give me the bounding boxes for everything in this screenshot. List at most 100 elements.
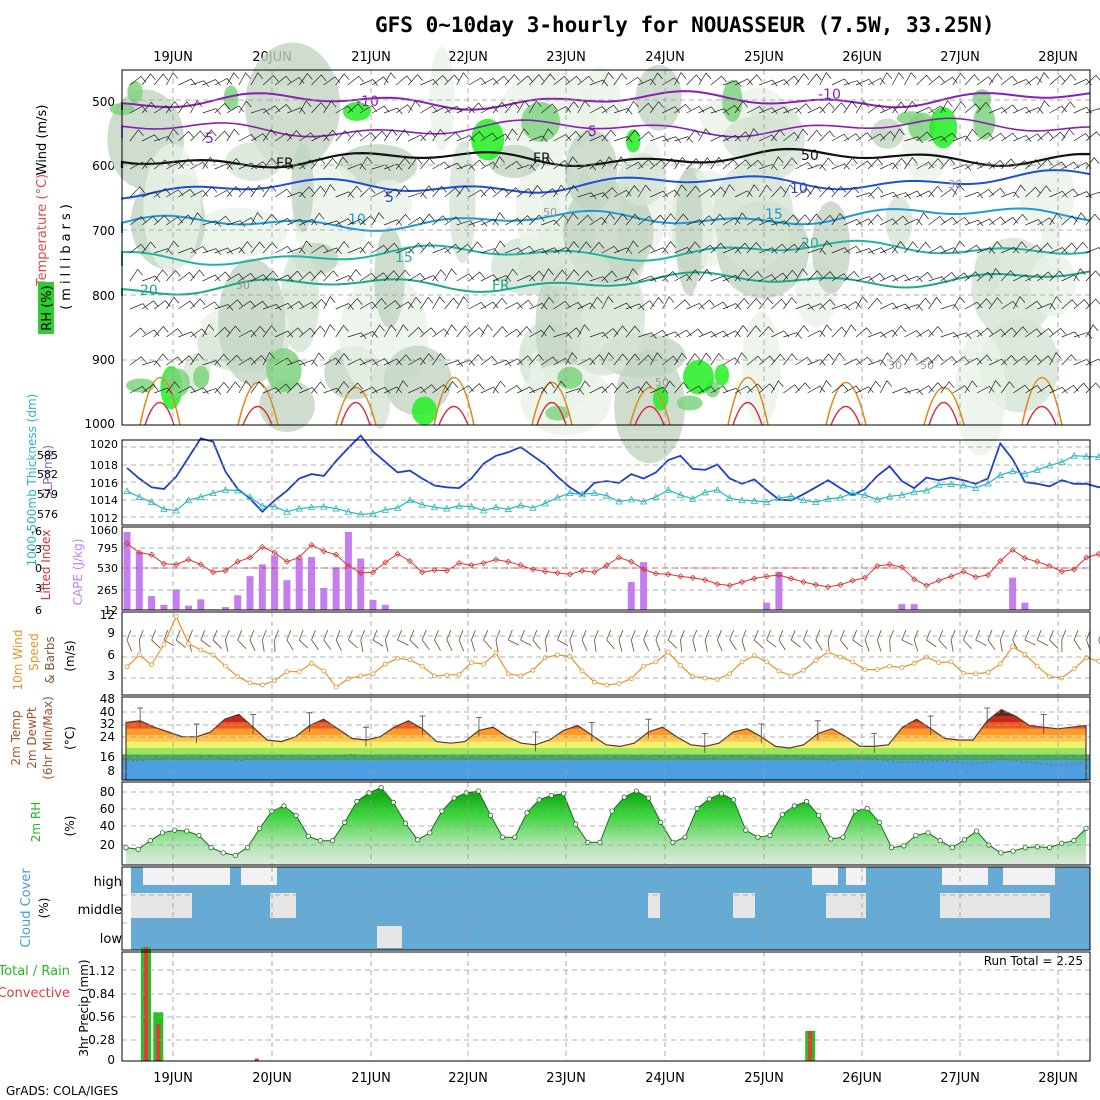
wind-barb: [190, 189, 209, 198]
wind-speed-point: [272, 678, 278, 684]
wind10-barb: [384, 629, 390, 652]
wind-barb: [952, 356, 970, 366]
wind-barb: [759, 79, 778, 87]
wind-speed-point: [407, 657, 413, 663]
wind-barb: [1037, 303, 1056, 310]
wind-barb: [710, 186, 727, 198]
wind-speed-point: [825, 649, 831, 655]
wind-barb: [625, 353, 641, 366]
wind-barb: [516, 75, 534, 86]
cloud-gap-middle: [733, 893, 755, 918]
wind10-barb: [249, 629, 256, 652]
wind-barb: [141, 360, 161, 368]
cape-bar: [160, 604, 168, 610]
thickness-point: [885, 492, 894, 500]
wind-barb: [577, 214, 594, 226]
wind-barb: [226, 72, 239, 86]
date-label-bottom: 21JUN: [351, 1071, 391, 1086]
wind-barb: [529, 184, 543, 198]
li-point: [800, 578, 807, 586]
wind-barb: [166, 240, 179, 254]
wind-barb: [214, 189, 233, 198]
thickness-point: [529, 504, 537, 511]
wind-barb: [698, 352, 712, 366]
wind-barb: [928, 245, 947, 254]
wind-speed-point: [936, 660, 942, 665]
wind-barb: [250, 161, 269, 170]
wind-barb: [625, 303, 645, 311]
rh-point: [925, 830, 931, 836]
wind10-barb: [778, 629, 786, 651]
wind-barb: [275, 188, 293, 198]
minmax-whisker: [250, 714, 257, 734]
wind-barb: [371, 358, 390, 366]
wind-barb: [178, 158, 194, 170]
rh-shading: [374, 226, 405, 328]
cloud-level-low: low: [100, 932, 123, 947]
wind-barb: [516, 326, 532, 338]
thickness-point: [664, 486, 672, 493]
thickness-point: [1033, 466, 1041, 473]
rh-point: [913, 832, 919, 839]
wind-barb: [383, 163, 403, 171]
wind-barb: [1013, 384, 1031, 394]
wind-barb: [589, 192, 609, 199]
wind-speed-point: [296, 669, 302, 675]
rh-point: [779, 811, 785, 818]
wind-speed-point: [136, 652, 142, 658]
wind-barb: [1025, 385, 1043, 394]
wind-barb: [964, 74, 980, 86]
wind-barb: [746, 74, 762, 86]
wind-barb: [940, 132, 958, 142]
wind-barb: [396, 301, 414, 310]
li-point: [923, 582, 930, 589]
wind-barb: [287, 327, 304, 338]
wind-barb: [420, 275, 439, 282]
rh-point: [901, 843, 907, 849]
rh-point: [536, 797, 542, 803]
wind-barb: [238, 272, 256, 282]
wind-barb: [698, 72, 712, 86]
wind-barb: [759, 134, 778, 142]
wind-barb: [517, 274, 536, 282]
wind-barb: [1073, 382, 1089, 394]
wind-barb: [190, 269, 205, 282]
wind-barb: [1061, 73, 1077, 86]
wind10-barb: [680, 629, 685, 652]
wind-barb: [565, 75, 582, 86]
wind-barb: [1061, 354, 1077, 366]
wind-barb: [335, 353, 350, 366]
wind-barb: [771, 106, 790, 114]
wind-barb: [988, 132, 1007, 142]
wind-barb: [190, 245, 209, 254]
li-point: [394, 550, 401, 558]
wind-barb: [650, 297, 664, 310]
wind-barb: [855, 100, 869, 114]
cape-bar: [308, 557, 315, 610]
temp2m-ylabel-units: (°C): [63, 726, 77, 750]
rh-high-shading: [625, 129, 641, 153]
wind-barb: [1000, 381, 1015, 394]
wind-barb: [154, 248, 173, 255]
wind-barb: [166, 296, 180, 310]
wind-barb: [831, 352, 845, 366]
wind-barb: [311, 352, 325, 366]
wind-barb: [686, 105, 705, 114]
wind-barb: [166, 189, 184, 198]
wind-barb: [492, 187, 510, 198]
wind-barb: [226, 325, 241, 338]
wind-barb: [335, 324, 349, 338]
wind-barb: [988, 73, 1003, 86]
thickness-point: [443, 504, 451, 512]
wind-barb: [952, 385, 970, 394]
wind-barb: [432, 247, 451, 255]
rh-point: [658, 819, 664, 825]
wind-barb: [928, 105, 946, 114]
wind-barb: [577, 130, 593, 142]
wind-speed-point: [592, 679, 597, 685]
wind-barb: [613, 156, 627, 170]
wind-barb: [553, 184, 567, 198]
wind-barb: [311, 381, 326, 394]
wind-barb: [504, 218, 523, 226]
wind-barb: [710, 75, 727, 86]
